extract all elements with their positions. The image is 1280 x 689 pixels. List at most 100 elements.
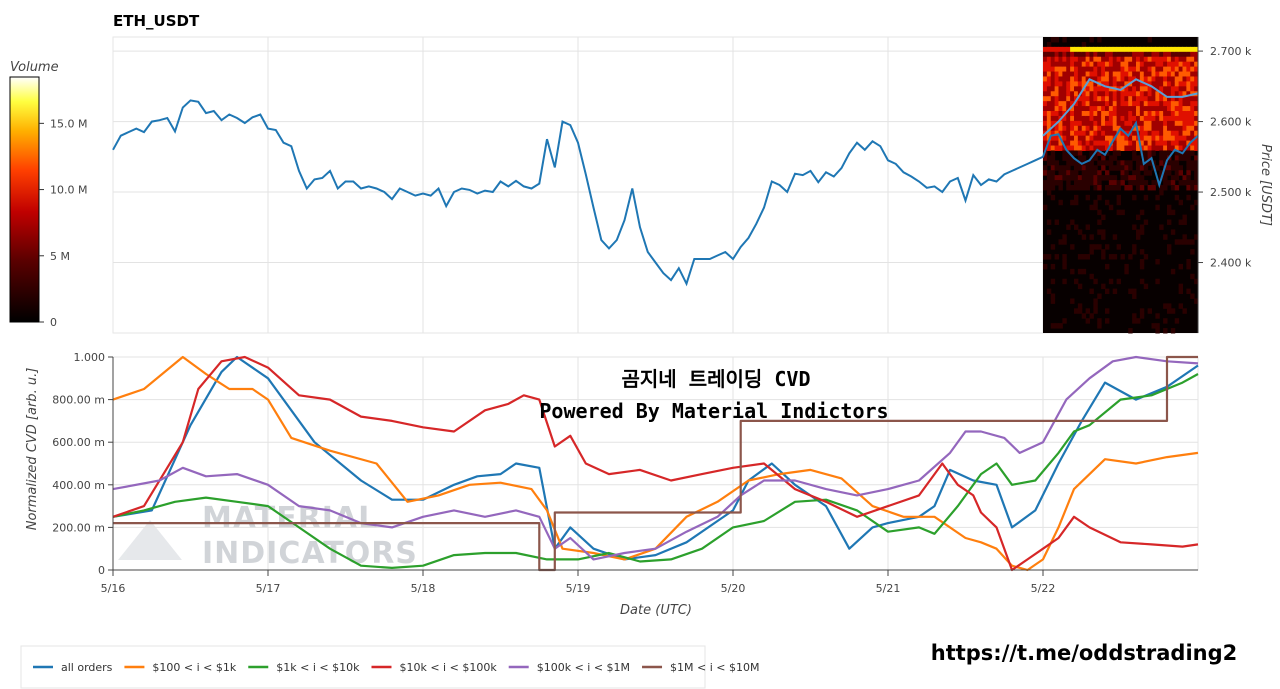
heatmap-cell — [1178, 56, 1183, 63]
heatmap-cell — [1093, 66, 1098, 73]
heatmap-cell — [1116, 125, 1121, 132]
heatmap-cell — [1089, 61, 1094, 68]
heatmap-cell — [1182, 96, 1187, 102]
heatmap-cell — [1170, 308, 1176, 314]
heatmap-cell — [1178, 51, 1183, 58]
heatmap-cell — [1093, 96, 1098, 102]
heatmap-cell — [1093, 170, 1098, 176]
heatmap-cell — [1124, 81, 1129, 87]
heatmap-cell — [1081, 111, 1087, 117]
heatmap-cell — [1050, 91, 1056, 97]
heatmap-cell — [1186, 125, 1191, 132]
heatmap-cell — [1093, 56, 1098, 63]
heatmap-cell — [1182, 214, 1187, 221]
telegram-link[interactable]: https://t.me/oddstrading2 — [931, 641, 1238, 665]
heatmap-cell — [1151, 130, 1156, 137]
heatmap-cell — [1108, 135, 1114, 142]
heatmap-cell — [1066, 165, 1071, 171]
heatmap-cell — [1139, 165, 1145, 171]
heatmap-cell — [1050, 96, 1056, 102]
heatmap-cell — [1058, 111, 1063, 117]
heatmap-cell — [1120, 106, 1125, 112]
heatmap-cell — [1112, 130, 1118, 137]
heatmap-cell — [1043, 135, 1048, 142]
heatmap-cell — [1105, 199, 1110, 206]
heatmap-cell — [1046, 51, 1052, 58]
heatmap-cell — [1174, 101, 1180, 107]
heatmap-cell — [1147, 76, 1152, 82]
heatmap-cell — [1132, 81, 1137, 87]
heatmap-cell — [1097, 323, 1102, 329]
heatmap-cell — [1186, 263, 1191, 270]
heatmap-cell — [1105, 71, 1110, 77]
cvd-y-tick-label: 600.00 m — [52, 436, 105, 449]
heatmap-cell — [1170, 160, 1176, 166]
heatmap-cell — [1077, 51, 1083, 58]
heatmap-cell — [1108, 111, 1114, 117]
heatmap-cell — [1132, 111, 1137, 117]
heatmap-cell — [1139, 91, 1145, 97]
heatmap-cell — [1108, 61, 1114, 68]
heatmap-cell — [1147, 140, 1152, 147]
heatmap-cell — [1163, 234, 1168, 240]
legend-item-label: $1M < i < $10M — [670, 661, 759, 674]
heatmap-cell — [1105, 111, 1110, 117]
heatmap-cell — [1155, 61, 1160, 68]
heatmap-cell — [1066, 96, 1071, 102]
heatmap-cell — [1070, 56, 1075, 63]
heatmap-cell — [1143, 120, 1149, 127]
heatmap-cell — [1050, 37, 1056, 43]
heatmap-cell — [1093, 46, 1098, 53]
heatmap-cell — [1139, 259, 1145, 265]
heatmap-cell — [1159, 106, 1164, 112]
heatmap-cell — [1159, 81, 1164, 87]
heatmap-cell — [1194, 175, 1199, 181]
heatmap-cell — [1190, 135, 1195, 142]
heatmap-cell — [1066, 180, 1071, 186]
heatmap-cell — [1093, 244, 1098, 250]
heatmap-cell — [1120, 254, 1125, 260]
heatmap-cell — [1112, 46, 1118, 53]
heatmap-cell — [1167, 150, 1172, 156]
heatmap-cell — [1159, 189, 1164, 196]
heatmap-cell — [1077, 283, 1083, 290]
heatmap-cell — [1182, 130, 1187, 137]
heatmap-cell — [1066, 155, 1071, 161]
heatmap-cell — [1116, 115, 1121, 122]
heatmap-cell — [1089, 160, 1094, 166]
heatmap-cell — [1085, 106, 1090, 112]
heatmap-cell — [1105, 135, 1110, 142]
heatmap-cell — [1066, 101, 1071, 107]
heatmap-cell — [1043, 56, 1048, 63]
heatmap-cell — [1124, 170, 1129, 176]
heatmap-cell — [1167, 46, 1172, 53]
heatmap-cell — [1116, 130, 1121, 137]
heatmap-cell — [1190, 249, 1195, 255]
heatmap-cell — [1143, 76, 1149, 82]
heatmap-cell — [1062, 263, 1067, 270]
heatmap-cell — [1043, 46, 1048, 53]
heatmap-cell — [1182, 81, 1187, 87]
heatmap-cell — [1190, 71, 1195, 77]
heatmap-cell — [1120, 120, 1125, 127]
heatmap-cell — [1124, 61, 1129, 68]
heatmap-cell — [1070, 185, 1075, 191]
heatmap-cell — [1143, 46, 1149, 53]
heatmap-cell — [1077, 150, 1083, 156]
heatmap-cell — [1085, 101, 1090, 107]
heatmap-cell — [1070, 140, 1075, 147]
heatmap-cell — [1155, 130, 1160, 137]
heatmap-cell — [1147, 96, 1152, 102]
heatmap-cell — [1089, 313, 1094, 319]
heatmap-cell — [1159, 96, 1164, 102]
heatmap-cell — [1077, 46, 1083, 53]
heatmap-cell — [1043, 76, 1048, 82]
heatmap-cell — [1058, 56, 1063, 63]
heatmap-cell — [1132, 86, 1137, 92]
heatmap-cell — [1124, 268, 1129, 275]
heatmap-cell — [1043, 71, 1048, 77]
heatmap-cell — [1190, 185, 1195, 191]
heatmap-cell — [1159, 56, 1164, 63]
heatmap-cell — [1163, 56, 1168, 63]
heatmap-cell — [1151, 125, 1156, 132]
